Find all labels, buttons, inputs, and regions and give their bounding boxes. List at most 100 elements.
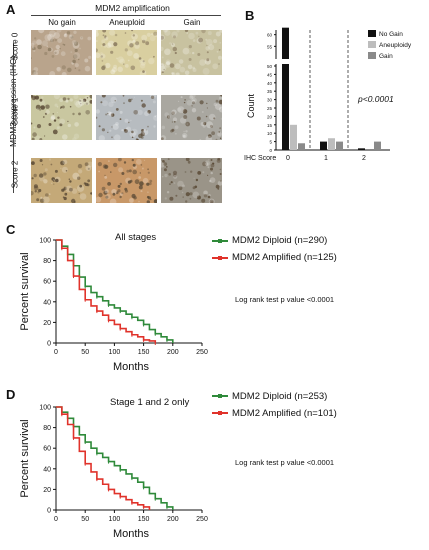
ihc-image-r2-c0: [31, 158, 92, 203]
y-tick-label: 60: [267, 33, 273, 38]
panel-d-letter: D: [6, 387, 16, 402]
x-tick-label: 1: [324, 155, 328, 162]
x-tick-label: 2: [362, 155, 366, 162]
ihc-image-r2-c1: [96, 158, 157, 203]
y-tick-label: 5: [269, 140, 272, 145]
bar-gain: [336, 141, 343, 150]
panel-c-legend-amplified: MDM2 Amplified (n=125): [232, 252, 337, 263]
legend-marker: [218, 411, 222, 415]
km-curve-diploid: [56, 239, 174, 343]
x-axis-title: Months: [113, 361, 150, 373]
panel-d-logrank: Log rank test p value <0.0001: [235, 458, 335, 467]
bar-gain: [298, 143, 305, 150]
panel-d-legend-diploid: MDM2 Diploid (n=253): [232, 391, 328, 402]
y-tick-label: 50: [267, 64, 273, 69]
x-tick-label: 200: [167, 349, 179, 356]
y-tick-label: 10: [267, 131, 273, 136]
ihc-image-r0-c2: [161, 30, 222, 75]
panel-a-letter: A: [6, 2, 16, 17]
ihc-image-r1-c2: [161, 95, 222, 140]
y-axis-title: Count: [246, 94, 256, 119]
bar-aneuploidy: [290, 124, 297, 150]
y-tick-label: 100: [39, 238, 51, 245]
km-curve-diploid: [56, 406, 174, 510]
bar-no-gain-upper: [282, 27, 289, 59]
y-tick-label: 0: [47, 508, 51, 515]
x-tick-label: 150: [138, 349, 150, 356]
x-tick-label: 100: [109, 349, 121, 356]
row-label-score-2: Score 2: [10, 160, 20, 189]
y-tick-label: 35: [267, 89, 273, 94]
bar-no-gain: [358, 148, 365, 150]
y-tick-label: 30: [267, 98, 273, 103]
y-tick-label: 20: [43, 487, 51, 494]
panel-b-letter: B: [245, 8, 255, 23]
x-tick-label: 50: [81, 516, 89, 523]
legend-marker: [218, 256, 222, 260]
y-axis-title: Percent survival: [19, 252, 31, 330]
legend-label: Gain: [379, 53, 393, 60]
panel-b-bar-chart: 0 5 10 15 20 25 30 35 40 45 50 55 60 Count 0 1 2 IHC Scor…: [244, 27, 412, 162]
y-tick-label: 60: [43, 279, 51, 286]
panel-d-survival-chart: 0 20 40 60 80 100 0 50 100 150 200 250 Percent survi…: [19, 394, 228, 540]
y-tick-label: 20: [267, 114, 273, 119]
x-axis-title: IHC Score: [244, 155, 276, 162]
x-axis-title: Months: [113, 528, 150, 540]
legend-swatch: [368, 52, 376, 59]
legend-marker: [218, 239, 222, 243]
ihc-image-r2-c2: [161, 158, 222, 203]
km-curve-amplified: [56, 406, 151, 510]
y-tick-label: 40: [267, 81, 273, 86]
p-value-annotation: p<0.0001: [357, 94, 394, 104]
bar-no-gain: [320, 141, 327, 150]
col-label-no-gain: No gain: [48, 18, 76, 27]
panel-a-header-rule: [31, 15, 221, 16]
x-tick-label: 200: [167, 516, 179, 523]
col-label-gain: Gain: [183, 18, 201, 27]
ihc-image-r1-c1: [96, 95, 157, 140]
x-tick-label: 0: [54, 349, 58, 356]
legend-label: Aneuploidy: [379, 42, 412, 49]
bar-gain: [374, 141, 381, 150]
x-tick-label: 0: [286, 155, 290, 162]
y-tick-label: 25: [267, 106, 273, 111]
panel-c-logrank: Log rank test p value <0.0001: [235, 295, 335, 304]
ihc-image-r1-c0: [31, 95, 92, 140]
panel-d-legend-amplified: MDM2 Amplified (n=101): [232, 408, 337, 419]
y-tick-label: 45: [267, 72, 273, 77]
x-tick-label: 0: [54, 516, 58, 523]
y-tick-label: 60: [43, 446, 51, 453]
y-tick-label: 0: [269, 148, 272, 153]
legend-swatch: [368, 30, 376, 37]
ihc-image-r0-c0: [31, 30, 92, 75]
panel-c-subtitle: All stages: [115, 232, 157, 243]
x-tick-label: 150: [138, 516, 150, 523]
y-tick-label: 55: [267, 44, 273, 49]
row-axis-rule: [13, 43, 14, 193]
y-tick-label: 15: [267, 123, 273, 128]
y-tick-label: 80: [43, 258, 51, 265]
x-tick-label: 250: [196, 516, 208, 523]
ihc-image-r0-c1: [96, 30, 157, 75]
legend-swatch: [368, 41, 376, 48]
bar-no-gain: [282, 64, 289, 150]
panel-c-letter: C: [6, 222, 16, 237]
row-label-score-1: Score 1: [10, 97, 20, 126]
x-tick-label: 250: [196, 349, 208, 356]
panel-c-legend-diploid: MDM2 Diploid (n=290): [232, 235, 328, 246]
col-label-aneuploid: Aneuploid: [109, 18, 145, 27]
legend-label: No Gain: [379, 31, 403, 38]
x-tick-label: 100: [109, 516, 121, 523]
y-tick-label: 80: [43, 425, 51, 432]
y-axis-title: Percent survival: [19, 419, 31, 497]
y-tick-label: 0: [47, 341, 51, 348]
bar-aneuploidy: [328, 138, 335, 150]
panel-c-survival-chart: 0 20 40 60 80 100 0 50 100 150 200 250 Percent survi…: [19, 238, 228, 373]
x-tick-label: 50: [81, 349, 89, 356]
y-tick-label: 100: [39, 405, 51, 412]
legend-marker: [218, 394, 222, 398]
km-curve-amplified: [56, 239, 157, 343]
y-tick-label: 40: [43, 466, 51, 473]
panel-d-subtitle: Stage 1 and 2 only: [110, 397, 190, 408]
y-tick-label: 40: [43, 299, 51, 306]
